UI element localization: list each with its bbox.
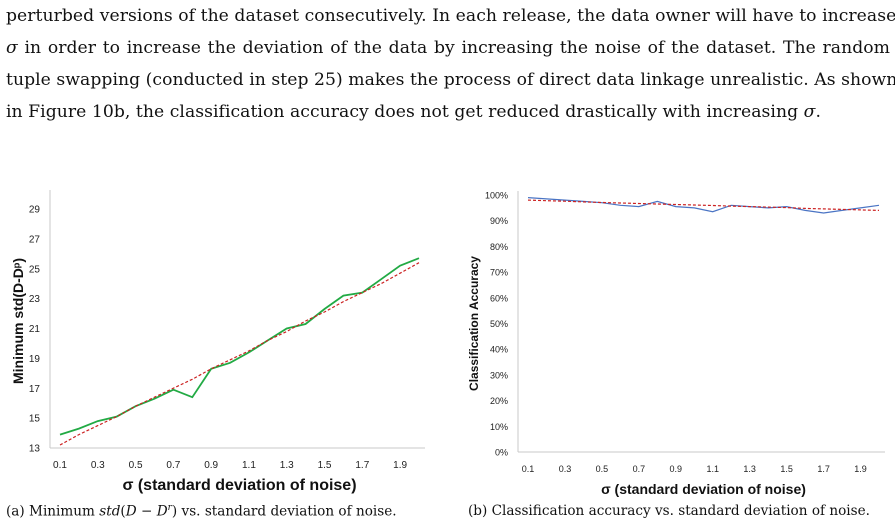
y-tick-label: 17 bbox=[29, 384, 41, 395]
y-tick-label: 20% bbox=[490, 396, 508, 406]
data-line bbox=[527, 197, 880, 214]
x-tick-label: 0.1 bbox=[522, 464, 535, 474]
y-tick-label: 21 bbox=[29, 324, 41, 335]
body-paragraph: perturbed versions of the dataset consec… bbox=[6, 0, 895, 128]
paragraph-line-4-text: in Figure 10b, the classification accura… bbox=[6, 102, 804, 122]
y-tick-label: 23 bbox=[29, 294, 41, 305]
x-tick-label: 0.9 bbox=[670, 464, 683, 474]
paragraph-line-2-text: in order to increase the deviation of th… bbox=[17, 38, 890, 58]
y-tick-label: 60% bbox=[490, 293, 508, 303]
sigma-symbol: σ bbox=[6, 38, 18, 58]
x-tick-label: 1.3 bbox=[743, 464, 756, 474]
x-tick-label: 1.1 bbox=[706, 464, 719, 474]
y-tick-label: 40% bbox=[490, 345, 508, 355]
y-tick-label: 29 bbox=[29, 205, 41, 216]
y-tick-label: 50% bbox=[490, 319, 508, 329]
y-tick-label: 19 bbox=[29, 354, 41, 365]
y-tick-label: 90% bbox=[490, 216, 508, 226]
paragraph-line-2: σ in order to increase the deviation of … bbox=[6, 32, 890, 64]
y-tick-label: 13 bbox=[29, 444, 41, 455]
paragraph-line-3: tuple swapping (conducted in step 25) ma… bbox=[6, 70, 895, 90]
x-tick-label: 0.3 bbox=[91, 460, 105, 471]
x-tick-label: 0.9 bbox=[204, 460, 218, 471]
x-tick-label: 1.9 bbox=[854, 464, 867, 474]
x-tick-label: 1.3 bbox=[280, 460, 294, 471]
x-tick-label: 1.5 bbox=[318, 460, 332, 471]
y-tick-label: 70% bbox=[490, 268, 508, 278]
sigma-symbol: σ bbox=[803, 102, 816, 122]
y-tick-label: 80% bbox=[490, 242, 508, 252]
paragraph-line-1: perturbed versions of the dataset consec… bbox=[6, 6, 895, 26]
x-tick-label: 0.5 bbox=[596, 464, 609, 474]
y-tick-label: 100% bbox=[485, 191, 508, 201]
x-tick-label: 0.5 bbox=[129, 460, 143, 471]
x-tick-label: 1.1 bbox=[242, 460, 256, 471]
x-tick-label: 0.7 bbox=[633, 464, 646, 474]
y-tick-label: 15 bbox=[29, 414, 41, 425]
paragraph-line-4-end: . bbox=[815, 102, 821, 122]
y-axis-label: Minimum std(D-Dᵖ) bbox=[10, 258, 26, 384]
x-tick-label: 0.1 bbox=[53, 460, 67, 471]
x-tick-label: 1.9 bbox=[393, 460, 407, 471]
y-axis-label: Classification Accuracy bbox=[467, 256, 481, 391]
paragraph-line-4: in Figure 10b, the classification accura… bbox=[6, 96, 890, 128]
x-tick-label: 0.7 bbox=[166, 460, 180, 471]
x-tick-label: 1.7 bbox=[817, 464, 830, 474]
y-tick-label: 30% bbox=[490, 370, 508, 380]
chart-std-vs-noise: 13 15 17 19 21 23 25 27 29 0.1 0.3 0.5 0.7 0.9 1.1 1.3 1… bbox=[10, 190, 425, 494]
x-tick-label: 1.7 bbox=[355, 460, 369, 471]
figure-caption-b: (b) Classification accuracy vs. standard… bbox=[468, 503, 870, 519]
figure-caption-a: (a) Minimum std(D − Dr) vs. standard dev… bbox=[6, 503, 397, 520]
y-tick-label: 27 bbox=[29, 234, 41, 245]
chart-accuracy-vs-noise: 0% 10% 20% 30% 40% 50% 60% 70% 80% 90% 100% 0.1 0.3 0… bbox=[467, 191, 885, 497]
data-line bbox=[59, 257, 420, 436]
x-axis-label: σ (standard deviation of noise) bbox=[601, 481, 806, 497]
x-tick-label: 1.5 bbox=[780, 464, 793, 474]
x-axis-label: σ (standard deviation of noise) bbox=[122, 477, 356, 494]
x-tick-label: 0.3 bbox=[559, 464, 572, 474]
y-tick-label: 0% bbox=[495, 448, 508, 458]
y-tick-label: 10% bbox=[490, 422, 508, 432]
trend-line bbox=[527, 199, 880, 211]
y-tick-label: 25 bbox=[29, 264, 41, 275]
trend-line bbox=[59, 262, 420, 446]
